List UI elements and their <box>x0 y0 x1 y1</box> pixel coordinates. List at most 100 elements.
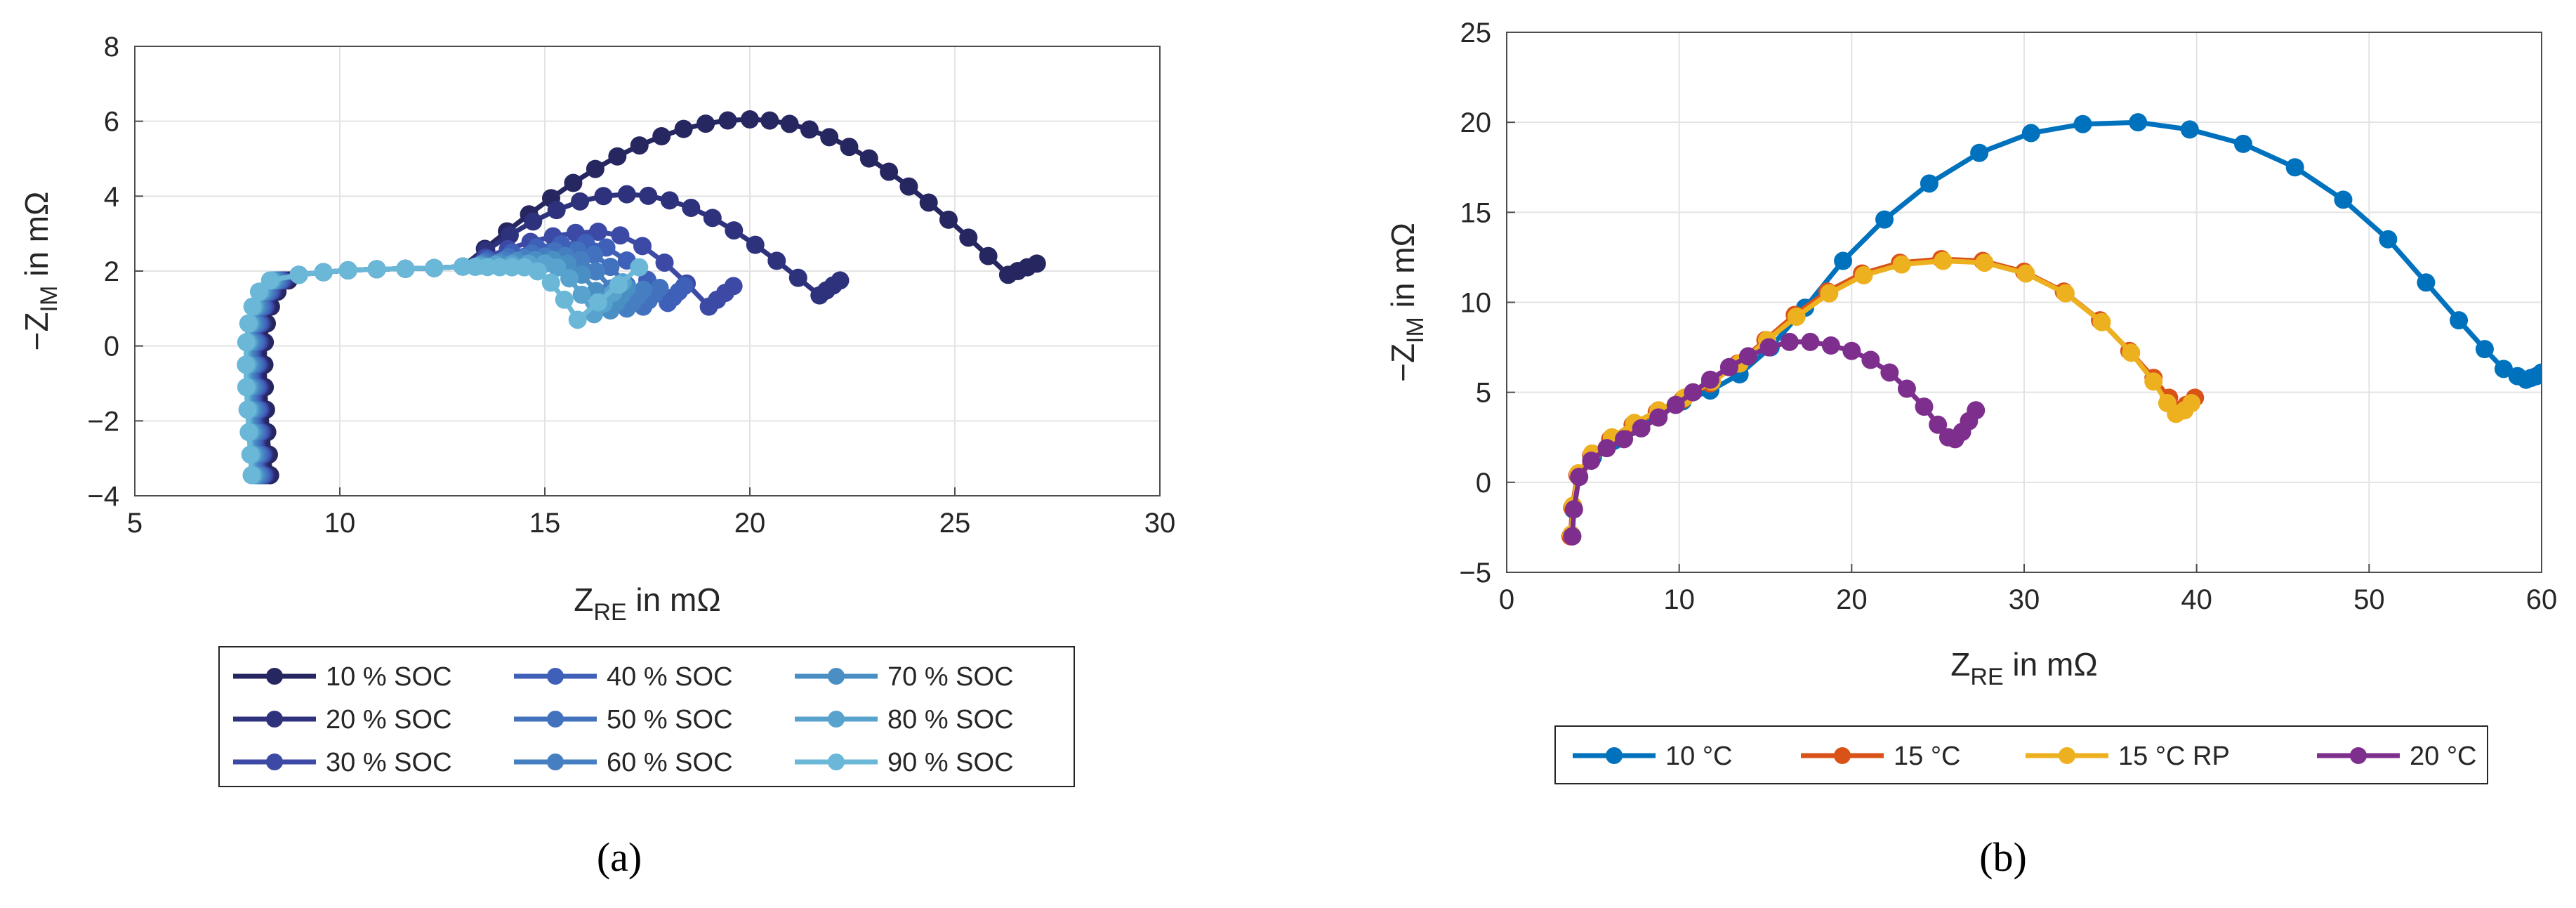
legend-marker <box>547 754 564 770</box>
data-point <box>314 263 333 282</box>
data-point <box>919 193 938 212</box>
legend-label: 20 °C <box>2410 742 2476 771</box>
data-point <box>1700 370 1719 389</box>
legend-entry: 20 % SOC <box>233 705 452 735</box>
data-point <box>959 228 978 247</box>
data-point <box>1759 338 1778 357</box>
data-point <box>2417 273 2436 292</box>
data-point <box>425 258 444 277</box>
legend-label: 60 % SOC <box>607 748 733 777</box>
legend-marker <box>828 668 845 685</box>
x-tick-label: 50 <box>2353 584 2385 615</box>
legend-a: 10 % SOC 20 % SOC 30 % SOC 40 % SOC 50 % SOC… <box>218 646 1075 787</box>
x-tick-label: 5 <box>127 508 143 539</box>
data-point <box>650 279 669 297</box>
data-point <box>724 277 743 296</box>
legend-label: 90 % SOC <box>887 748 1014 777</box>
y-tick-label: −2 <box>87 406 119 437</box>
legend-label: 10 °C <box>1665 742 1732 771</box>
legend-label: 15 °C <box>1894 742 1960 771</box>
data-point <box>2233 134 2252 153</box>
y-tick-label: 8 <box>104 32 119 62</box>
data-point <box>2122 343 2141 362</box>
data-point <box>1666 395 1685 414</box>
data-point <box>2180 120 2199 139</box>
data-point <box>1875 210 1894 229</box>
data-point <box>239 423 258 442</box>
y-tick-label: 15 <box>1460 197 1492 228</box>
x-axis-label: ZRE in mΩ <box>574 581 720 626</box>
x-tick-label: 60 <box>2526 584 2558 615</box>
data-point <box>1915 397 1934 416</box>
legend-marker <box>2059 747 2075 764</box>
data-point <box>633 237 652 256</box>
data-point <box>338 261 357 279</box>
data-point <box>703 209 722 228</box>
data-point <box>609 275 628 294</box>
data-point <box>2129 113 2148 132</box>
y-axis-label: −ZIM in mΩ <box>18 192 62 351</box>
data-point <box>2285 158 2304 177</box>
y-tick-label: 0 <box>1476 468 1491 499</box>
data-point <box>2144 372 2163 391</box>
data-point <box>1842 341 1861 360</box>
data-point <box>1787 308 1806 327</box>
x-tick-label: 30 <box>1144 508 1176 539</box>
legend-marker <box>547 668 564 685</box>
data-point <box>831 271 850 290</box>
data-point <box>652 127 671 146</box>
data-point <box>746 235 765 254</box>
data-point <box>880 162 899 181</box>
data-point <box>2450 311 2469 330</box>
data-point <box>840 138 859 157</box>
data-point <box>760 111 779 130</box>
data-point <box>634 280 653 299</box>
data-point <box>601 258 620 277</box>
data-point <box>611 226 630 245</box>
data-point <box>500 225 519 244</box>
data-point <box>939 210 958 229</box>
data-point <box>588 293 607 312</box>
data-point <box>238 400 257 419</box>
data-point <box>979 246 998 265</box>
data-point <box>239 314 258 333</box>
data-point <box>1684 383 1703 402</box>
data-point <box>1820 284 1839 303</box>
x-tick-label: 30 <box>2009 584 2040 615</box>
data-point <box>568 310 587 329</box>
data-point <box>1801 332 1820 351</box>
legend-label: 70 % SOC <box>887 662 1014 692</box>
y-tick-label: 5 <box>1476 378 1491 409</box>
data-point <box>1975 254 1994 272</box>
y-tick-label: −5 <box>1459 558 1491 588</box>
data-point <box>241 445 260 464</box>
y-tick-label: 0 <box>104 331 119 362</box>
panel-a: 5 10 15 20 25 30 −4 −2 0 2 4 6 8 ZRE in mΩ −ZIM in mΩ 1… <box>18 32 1175 880</box>
data-point <box>1892 255 1911 274</box>
series-90-soc <box>237 257 649 485</box>
legend-box <box>218 646 1075 787</box>
data-point <box>1897 379 1916 398</box>
data-point <box>560 269 579 288</box>
data-point <box>617 185 636 204</box>
legend-label: 40 % SOC <box>607 662 733 692</box>
y-tick-label: 10 <box>1460 288 1492 319</box>
data-point <box>2334 190 2353 209</box>
data-point <box>675 277 694 296</box>
data-point <box>1570 468 1589 487</box>
data-point <box>564 173 583 192</box>
data-point <box>820 128 839 147</box>
x-axis-label: ZRE in mΩ <box>1950 646 2097 690</box>
data-point <box>2475 340 2494 359</box>
data-point <box>696 114 715 133</box>
data-point <box>1649 408 1668 427</box>
series-20-c <box>1563 332 1986 546</box>
data-point <box>367 260 386 279</box>
data-point <box>541 273 560 292</box>
data-point <box>1880 363 1899 382</box>
data-point <box>2016 264 2035 283</box>
data-point <box>548 258 567 277</box>
data-point <box>1854 266 1873 285</box>
data-point <box>1861 350 1880 369</box>
